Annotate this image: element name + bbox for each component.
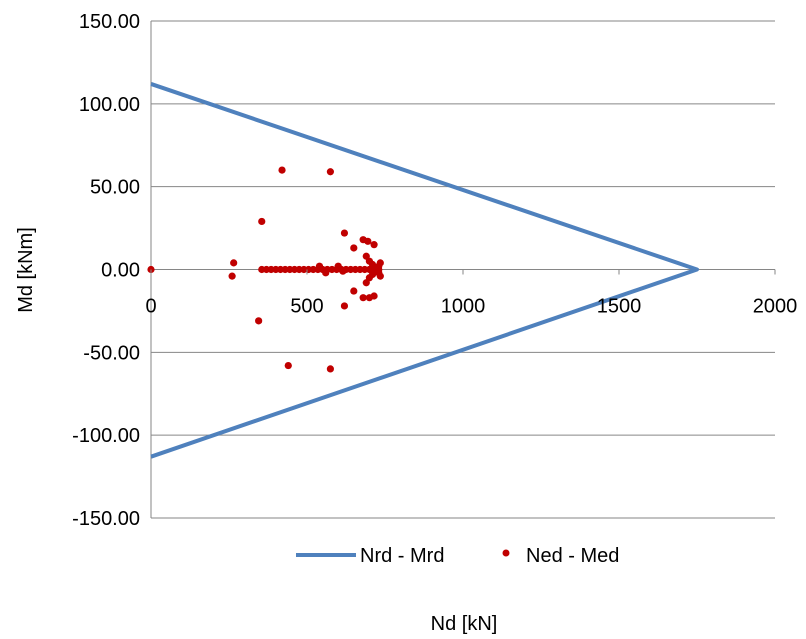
data-point-ned-med [340,229,349,237]
data-point-ned-med [339,267,347,275]
data-point-ned-med [376,259,384,267]
data-point-ned-med [326,365,334,373]
data-point-ned-med [350,244,358,252]
y-axis-title: Md [kNm] [15,227,37,313]
data-point-ned-med [230,259,238,267]
y-tick-label: 150.00 [79,11,140,33]
x-axis-title: Nd [kN] [431,613,498,635]
data-point-ned-med [370,292,378,300]
y-tick-label: 0.00 [101,260,140,282]
series-line-nrd-mrd [150,82,699,459]
x-tick-label: 1500 [597,296,642,318]
data-point-ned-med [258,217,266,226]
data-point-ned-med [315,262,324,270]
data-point-ned-med [228,272,236,280]
x-tick-label: 500 [290,296,323,318]
data-point-ned-med [326,168,334,176]
data-point-ned-med [284,361,292,370]
data-point-ned-med [359,294,367,302]
y-tick-label: 100.00 [79,94,140,116]
data-point-ned-med [255,317,263,325]
plot-area: 150.00 100.00 50.00 0.00 -50.00 -100.00 -150.0… [72,11,797,530]
data-point-ned-med [370,241,378,249]
y-tick-label: -50.00 [83,342,140,364]
x-tick-label: 1000 [441,296,486,318]
data-point-ned-med [350,287,358,295]
data-point-ned-med [340,302,349,310]
legend-label-ned-med: Ned - Med [526,545,619,567]
y-tick-label: -100.00 [72,425,140,447]
legend-label-nrd-mrd: Nrd - Mrd [360,545,444,567]
data-point-ned-med [364,237,372,245]
data-point-ned-med [375,265,383,274]
x-tick-label: 0 [145,296,156,318]
y-tick-label: -150.00 [72,508,140,530]
legend-swatch-dot [502,549,510,557]
y-tick-label: 50.00 [90,177,140,199]
y-tick-labels: 150.00 100.00 50.00 0.00 -50.00 -100.00 -150.0… [72,11,140,530]
data-point-ned-med [278,166,286,174]
data-point-ned-med [334,262,342,270]
data-point-ned-med [322,269,330,277]
x-tick-labels: 0 500 1000 1500 2000 [145,269,798,318]
legend: Nrd - Mrd Ned - Med [296,545,619,567]
x-tick-label: 2000 [753,296,798,318]
data-point-ned-med [376,272,384,280]
series-layer [147,82,699,459]
